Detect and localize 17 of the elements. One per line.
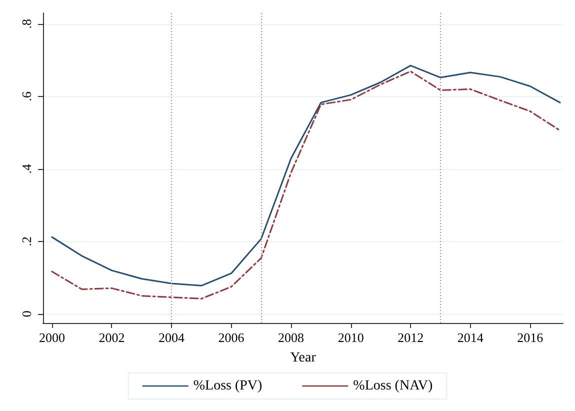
y-tick-label: .4 — [19, 164, 34, 174]
y-tick-label: .8 — [19, 19, 34, 29]
legend-label: %Loss (NAV) — [353, 378, 433, 394]
x-tick-label: 2008 — [278, 330, 304, 345]
x-tick-label: 2004 — [158, 330, 186, 345]
x-tick-label: 2002 — [98, 330, 125, 345]
x-tick-label: 2000 — [38, 330, 65, 345]
y-tick-label: .6 — [19, 91, 34, 102]
x-tick-label: 2006 — [218, 330, 245, 345]
x-axis-title: Year — [290, 350, 316, 366]
x-tick-label: 2012 — [398, 330, 424, 345]
y-tick-label: 0 — [19, 310, 34, 318]
x-tick-label: 2014 — [457, 330, 484, 345]
legend-label: %Loss (PV) — [193, 378, 263, 394]
y-tick-label: .2 — [19, 236, 34, 246]
x-tick-label: 2016 — [517, 330, 544, 345]
x-tick-label: 2010 — [338, 330, 364, 345]
